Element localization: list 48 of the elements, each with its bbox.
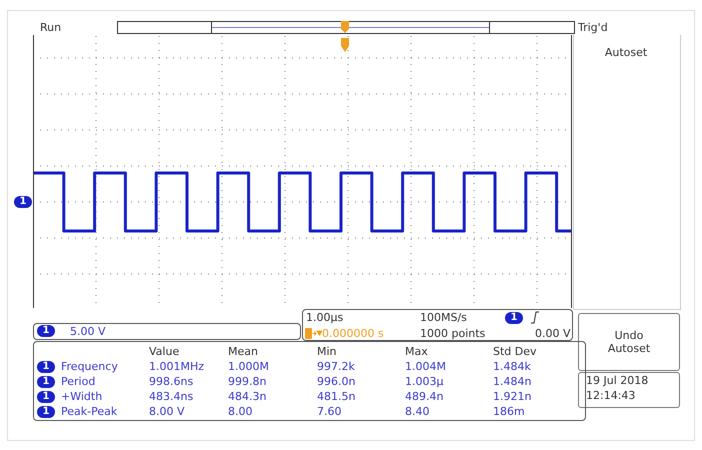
text: 998.6ns <box>149 375 194 388</box>
text: Value <box>149 345 180 358</box>
text: 1.921n <box>493 390 532 403</box>
text: 1.003µ <box>405 375 444 388</box>
text: Autoset <box>604 46 648 59</box>
text: 19 Jul 2018 <box>586 374 648 387</box>
text: 1 <box>42 325 50 336</box>
text: 8.40 <box>405 405 430 418</box>
text: 489.4n <box>405 390 444 403</box>
text: Period <box>61 375 96 388</box>
text: 8.00 <box>228 405 252 418</box>
text: 12:14:43 <box>586 389 636 402</box>
text: 1.000M <box>228 360 269 373</box>
text: Trig'd <box>578 21 608 34</box>
text: 1 <box>42 406 50 417</box>
text: 1000 points <box>420 327 486 340</box>
text: Max <box>405 345 428 358</box>
text: 1 <box>14 196 32 208</box>
text: 100MS/s <box>420 311 467 324</box>
text: 481.5n <box>317 390 356 403</box>
text: 484.3n <box>228 390 266 403</box>
text: +Width <box>61 390 102 403</box>
text: Frequency <box>61 360 118 373</box>
text: Min <box>317 345 337 358</box>
text: 1.484k <box>493 360 531 373</box>
text: Std Dev <box>493 345 537 358</box>
text: 1 <box>42 391 50 402</box>
text: 483.4ns <box>149 390 194 403</box>
text: Peak-Peak <box>61 405 118 418</box>
text: 1 <box>42 376 50 387</box>
text: 996.0n <box>317 375 356 388</box>
text: 997.2k <box>317 360 355 373</box>
text: 0.000000 s <box>322 327 384 340</box>
text: 186m <box>493 405 525 418</box>
text: 7.60 <box>317 405 342 418</box>
undo-button: Undo Autoset <box>578 313 680 371</box>
text: 5.00 V <box>70 325 106 338</box>
text: 1.484n <box>493 375 532 388</box>
text: Mean <box>228 345 258 358</box>
text: 1.001MHz <box>149 360 204 373</box>
text: 8.00 V <box>149 405 185 418</box>
text: 999.8n <box>228 375 266 388</box>
text: 0.00 V <box>535 327 571 340</box>
text: 1.00µs <box>306 311 344 324</box>
text: 1 <box>510 312 518 323</box>
text: 1 <box>42 361 50 372</box>
text: Run <box>40 21 62 34</box>
text: 1.004M <box>405 360 446 373</box>
